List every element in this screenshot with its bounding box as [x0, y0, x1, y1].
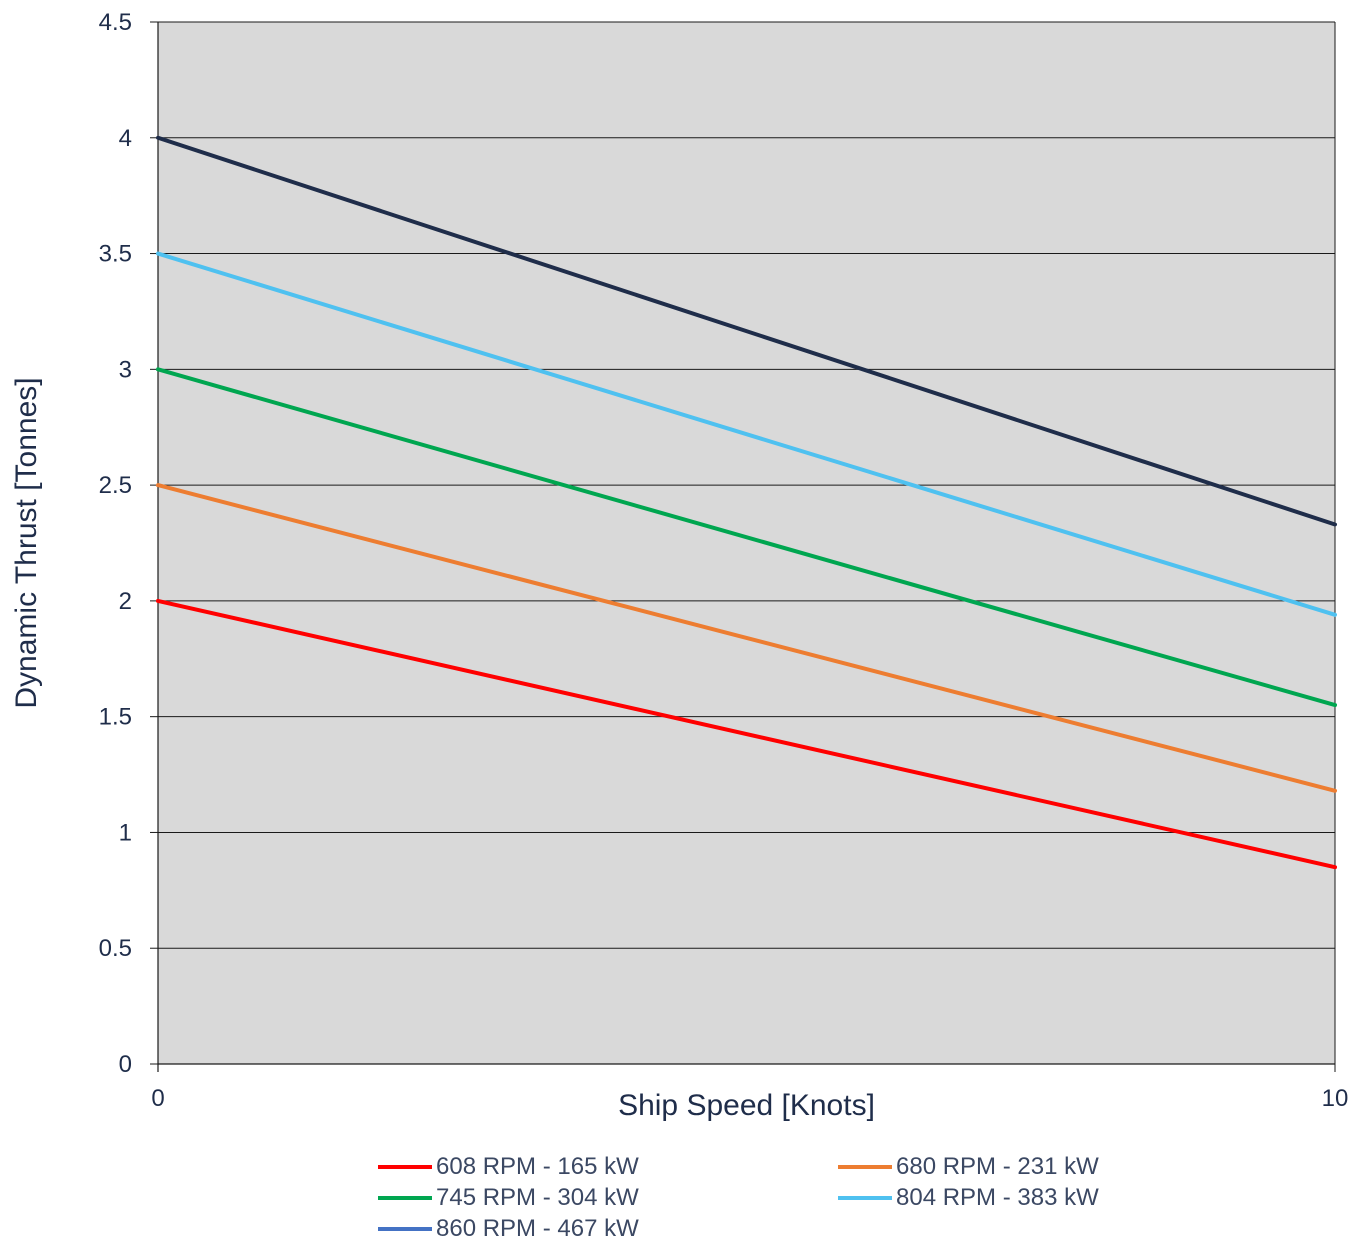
line-chart: 0 0.5 1 1.5 2 2.5 3 3.5 4 4.5 0 10 Ship Speed [Knot… — [10, 9, 1349, 1122]
y-tick-label: 2 — [119, 588, 132, 615]
y-tick-label: 1.5 — [99, 704, 132, 731]
y-tick-label: 3.5 — [99, 241, 132, 268]
legend-item: 680 RPM - 231 kW — [838, 1152, 1099, 1182]
tick-labels: 0 0.5 1 1.5 2 2.5 3 3.5 4 4.5 0 10 — [99, 9, 1349, 1112]
y-tick-label: 4 — [119, 125, 132, 152]
plot-area — [158, 22, 1335, 1064]
y-tick-label: 3 — [119, 356, 132, 383]
legend-swatch — [378, 1196, 432, 1200]
y-axis-title: Dynamic Thrust [Tonnes] — [10, 377, 43, 708]
series-line — [156, 251, 1337, 617]
legend: 608 RPM - 165 kW 680 RPM - 231 kW 745 RPM … — [378, 1152, 1278, 1245]
series-line — [156, 483, 1337, 793]
series-line — [156, 135, 1337, 527]
x-axis-title: Ship Speed [Knots] — [618, 1089, 875, 1122]
legend-item: 860 RPM - 467 kW — [378, 1214, 639, 1244]
axes — [157, 22, 1336, 1072]
legend-item: 804 RPM - 383 kW — [838, 1183, 1099, 1213]
legend-label: 860 RPM - 467 kW — [436, 1215, 639, 1242]
series-lines — [156, 135, 1337, 870]
legend-swatch — [378, 1227, 432, 1231]
x-tick-label: 10 — [1322, 1085, 1349, 1112]
legend-swatch — [378, 1165, 432, 1169]
legend-item: 745 RPM - 304 kW — [378, 1183, 639, 1213]
legend-label: 804 RPM - 383 kW — [896, 1184, 1099, 1211]
x-tick-label: 0 — [151, 1085, 164, 1112]
y-tick-label: 2.5 — [99, 472, 132, 499]
y-tick-label: 0 — [119, 1051, 132, 1078]
legend-swatch — [838, 1165, 892, 1169]
series-line — [156, 367, 1337, 708]
y-tick-label: 4.5 — [99, 9, 132, 36]
series-line — [156, 598, 1337, 870]
legend-label: 745 RPM - 304 kW — [436, 1184, 639, 1211]
gridlines — [150, 21, 1335, 1065]
legend-swatch — [838, 1196, 892, 1200]
y-tick-label: 0.5 — [99, 935, 132, 962]
legend-item: 608 RPM - 165 kW — [378, 1152, 639, 1182]
legend-label: 608 RPM - 165 kW — [436, 1153, 639, 1180]
y-tick-label: 1 — [119, 819, 132, 846]
legend-label: 680 RPM - 231 kW — [896, 1153, 1099, 1180]
